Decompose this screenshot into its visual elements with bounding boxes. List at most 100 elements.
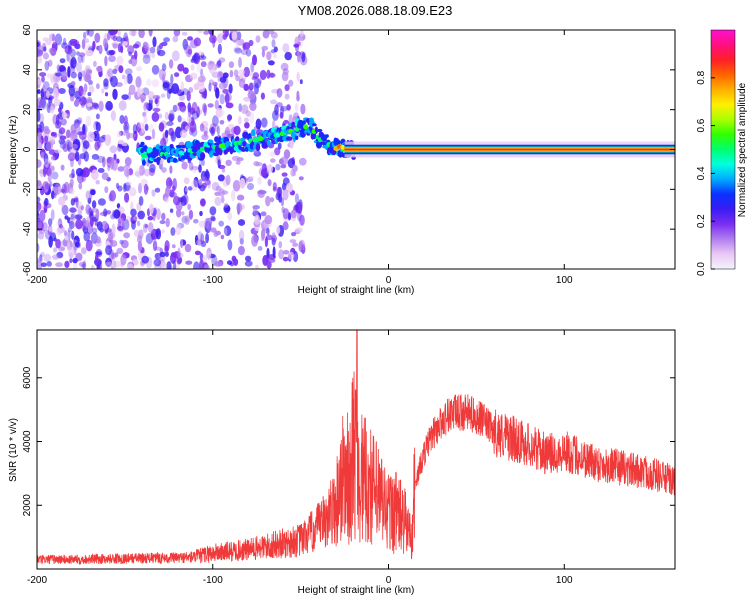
noise-blob (113, 209, 121, 219)
colorbar-gradient (710, 29, 736, 270)
noise-blob (110, 259, 117, 269)
noise-blob (130, 55, 135, 60)
noise-blob (261, 49, 265, 58)
noise-blob (48, 47, 57, 54)
noise-blob (46, 73, 53, 79)
noise-blob (108, 55, 116, 63)
noise-blob (70, 212, 77, 222)
x-tick-label: 0 (386, 275, 392, 286)
noise-blob (131, 30, 136, 37)
noise-blob (107, 165, 111, 171)
noise-blob (83, 31, 87, 40)
noise-blob (249, 102, 257, 111)
noise-blob (221, 168, 226, 173)
noise-blob (54, 33, 63, 46)
noise-blob (187, 48, 192, 55)
noise-blob (164, 129, 169, 139)
noise-blob (122, 41, 128, 46)
noise-blob (193, 218, 199, 224)
noise-blob (286, 104, 291, 111)
y-tick-label: 40 (22, 64, 33, 76)
noise-blob (47, 59, 53, 67)
noise-blob (113, 260, 122, 268)
noise-blob (82, 124, 88, 135)
noise-blob (207, 103, 214, 108)
noise-blob (284, 51, 293, 61)
snr-y-label: SNR (10 * v/v) (8, 418, 19, 482)
noise-blob (76, 61, 82, 73)
noise-blob (231, 31, 238, 41)
noise-blob (124, 124, 129, 131)
noise-blob (104, 92, 109, 97)
y-tick-label: 6000 (22, 366, 33, 389)
noise-blob (292, 242, 298, 247)
noise-blob (189, 121, 197, 133)
noise-blob (126, 73, 133, 85)
noise-blob (177, 115, 182, 123)
noise-blob (43, 253, 52, 262)
noise-blob (96, 221, 103, 231)
noise-blob (266, 164, 274, 174)
noise-blob (227, 211, 233, 221)
noise-blob (170, 73, 174, 86)
noise-blob (132, 123, 138, 134)
noise-blob (79, 52, 86, 58)
noise-blob (69, 188, 75, 195)
noise-blob (44, 158, 49, 168)
noise-blob (299, 79, 303, 85)
noise-blob (82, 260, 87, 269)
noise-blob (117, 166, 125, 172)
noise-blob (105, 100, 113, 111)
noise-blob (134, 50, 138, 60)
noise-blob (225, 174, 231, 186)
noise-blob (70, 130, 78, 142)
noise-blob (212, 115, 219, 127)
noise-blob (265, 195, 271, 207)
noise-blob (137, 210, 145, 220)
noise-blob (64, 260, 70, 268)
noise-blob (72, 257, 78, 264)
noise-blob (271, 39, 276, 48)
noise-blob (198, 179, 203, 186)
noise-blob (151, 128, 156, 140)
noise-blob (149, 203, 154, 215)
noise-blob (183, 177, 190, 185)
noise-blob (161, 167, 167, 173)
noise-blob (214, 99, 220, 110)
noise-blob (104, 228, 112, 233)
noise-blob (280, 164, 287, 169)
noise-blob (197, 109, 203, 115)
spectrogram-y-label: Frequency (Hz) (8, 116, 19, 185)
noise-blob (152, 240, 158, 252)
noise-blob (101, 220, 108, 231)
noise-blob (222, 33, 228, 40)
noise-blob (141, 87, 150, 96)
noise-blob (107, 228, 115, 241)
noise-blob (67, 66, 71, 78)
noise-blob (86, 102, 93, 107)
noise-blob (70, 81, 76, 86)
noise-blob (55, 238, 61, 249)
noise-blob (136, 220, 141, 227)
noise-blob (79, 153, 87, 160)
noise-blob (55, 119, 62, 128)
noise-blob (249, 175, 255, 180)
noise-blob (50, 73, 56, 85)
noise-blob (84, 220, 90, 228)
noise-blob (158, 68, 166, 81)
noise-blob (152, 210, 156, 222)
noise-blob (124, 157, 132, 166)
noise-blob (182, 67, 189, 75)
noise-blob (39, 254, 43, 262)
noise-blob (225, 159, 232, 166)
noise-blob (62, 70, 68, 81)
noise-blob (244, 260, 253, 267)
noise-blob (86, 97, 93, 104)
noise-blob (81, 263, 86, 269)
noise-blob (69, 207, 77, 213)
noise-blob (187, 105, 192, 118)
noise-blob (238, 115, 242, 125)
noise-blob (41, 76, 45, 83)
noise-blob (74, 122, 81, 133)
noise-blob (186, 122, 193, 128)
